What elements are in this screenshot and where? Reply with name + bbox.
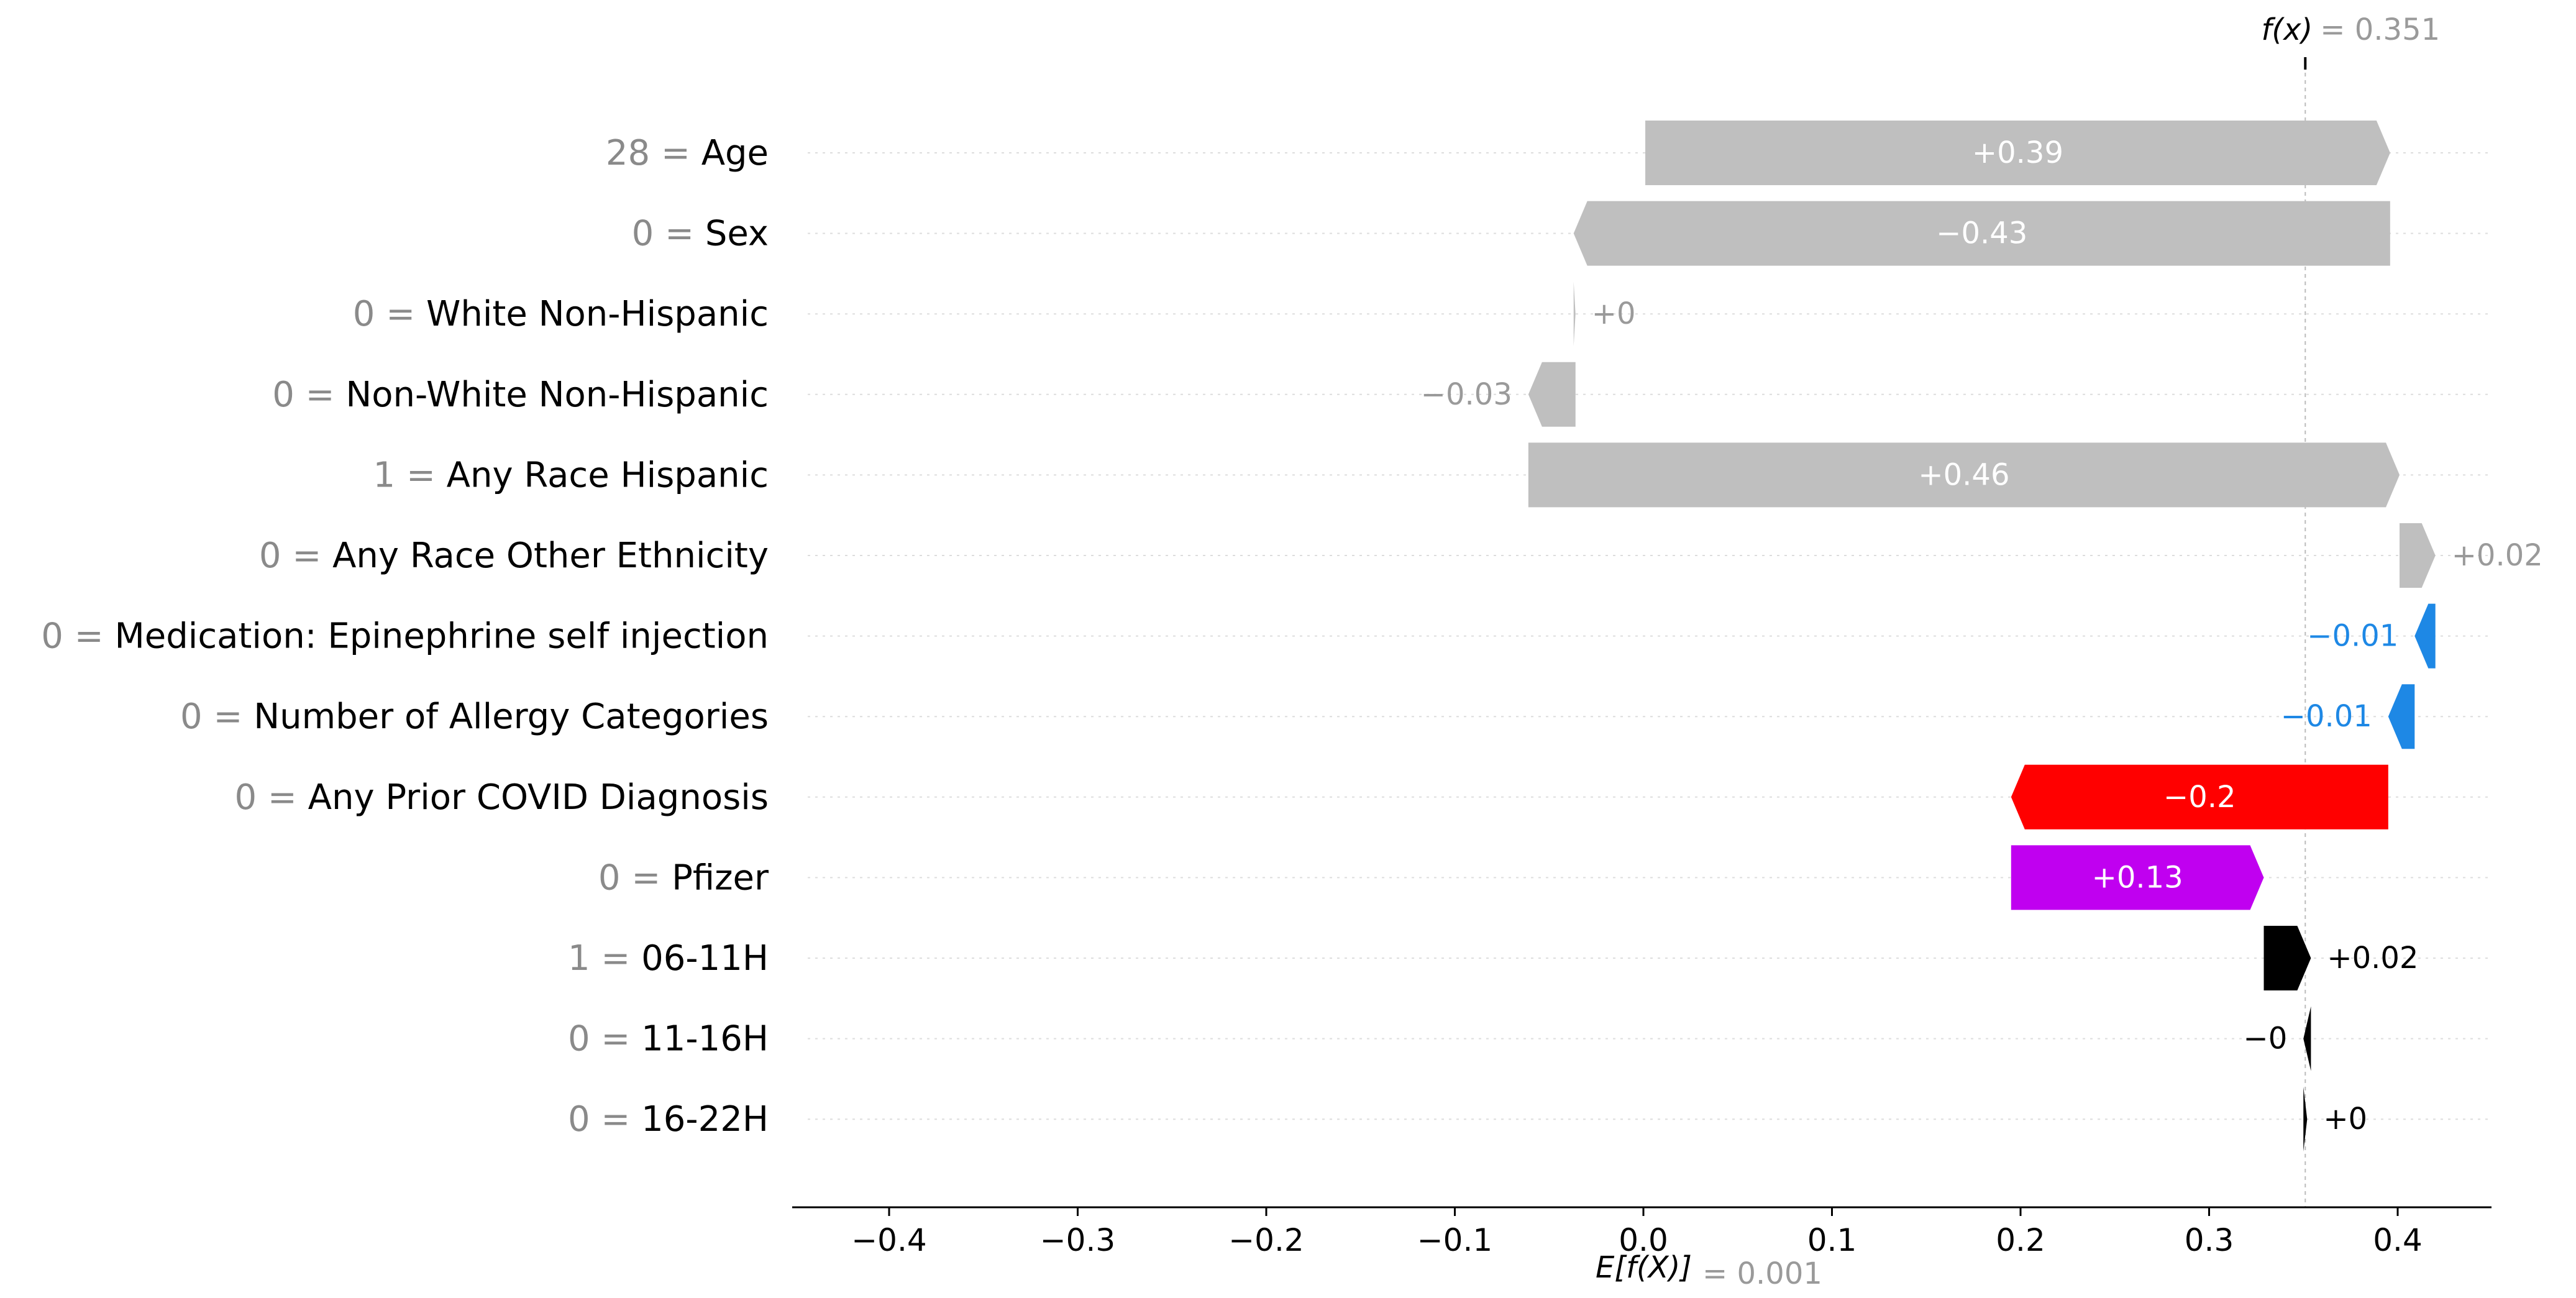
feature-equals: = bbox=[590, 1099, 642, 1140]
bar-11 bbox=[2263, 926, 2311, 990]
value-label-7: −0.01 bbox=[2307, 619, 2398, 654]
feature-equals: = bbox=[295, 374, 346, 414]
value-label-11: +0.02 bbox=[2327, 941, 2418, 976]
value-label-2: −0.43 bbox=[1936, 216, 2027, 251]
x-tick-label: 0.0 bbox=[1619, 1222, 1668, 1258]
feature-equals: = bbox=[257, 777, 308, 817]
value-label-13: +0 bbox=[2323, 1102, 2367, 1136]
feature-value: 0 bbox=[353, 294, 375, 334]
value-label-6: +0.02 bbox=[2452, 538, 2543, 573]
x-tick-label: 0.1 bbox=[1807, 1222, 1857, 1258]
value-label-8: −0.01 bbox=[2281, 699, 2372, 734]
feature-label-2: 0 = Sex bbox=[632, 213, 769, 254]
x-tick-label: 0.4 bbox=[2373, 1222, 2423, 1258]
feature-name: White Non-Hispanic bbox=[426, 294, 769, 334]
bars bbox=[1528, 121, 2436, 1152]
feature-label-10: 0 = Pfizer bbox=[598, 857, 769, 898]
bar-13 bbox=[2303, 1087, 2308, 1152]
bar-3 bbox=[1573, 281, 1576, 347]
x-tick-label: 0.2 bbox=[1996, 1222, 2045, 1258]
feature-label-11: 1 = 06-11H bbox=[568, 938, 769, 979]
feature-name: Medication: Epinephrine self injection bbox=[114, 616, 769, 656]
feature-label-13: 0 = 16-22H bbox=[568, 1099, 769, 1140]
bar-1 bbox=[1645, 121, 2390, 185]
value-label-5: +0.46 bbox=[1918, 457, 2009, 492]
feature-equals: = bbox=[395, 455, 447, 495]
feature-name: Pfizer bbox=[672, 857, 769, 898]
bar-8 bbox=[2388, 684, 2415, 749]
feature-name: Any Prior COVID Diagnosis bbox=[308, 777, 769, 817]
feature-label-9: 0 = Any Prior COVID Diagnosis bbox=[234, 777, 769, 817]
feature-name: Number of Allergy Categories bbox=[253, 697, 769, 737]
feature-name: Age bbox=[701, 133, 769, 173]
bar-9 bbox=[2011, 764, 2388, 830]
feature-name: Sex bbox=[705, 213, 769, 254]
feature-equals: = bbox=[590, 938, 642, 979]
x-axis: −0.4 −0.3 −0.2 −0.1 0.0 0.1 0.2 0.3 0.4 bbox=[792, 1206, 2492, 1258]
bar-6 bbox=[2400, 523, 2436, 588]
bar-2 bbox=[1573, 201, 2390, 266]
base-value-label: E[f(X)] bbox=[1596, 1250, 1692, 1285]
feature-name: 16-22H bbox=[641, 1099, 769, 1140]
final-value-label: f(x) bbox=[2262, 12, 2313, 47]
x-tick-label: −0.4 bbox=[851, 1222, 926, 1258]
x-tick-label: −0.3 bbox=[1040, 1222, 1115, 1258]
feature-value: 0 bbox=[272, 374, 295, 414]
value-label-12: −0 bbox=[2243, 1021, 2287, 1056]
feature-equals: = bbox=[281, 536, 333, 576]
feature-equals: = bbox=[621, 857, 672, 898]
feature-value: 0 bbox=[41, 616, 63, 656]
feature-equals: = bbox=[375, 294, 426, 334]
bar-7 bbox=[2414, 603, 2436, 669]
feature-value: 0 bbox=[632, 213, 654, 254]
grid-lines bbox=[808, 152, 2492, 1120]
feature-value: 28 bbox=[606, 133, 650, 173]
value-label-4: −0.03 bbox=[1421, 377, 1512, 412]
bar-4 bbox=[1528, 362, 1576, 427]
feature-value: 0 bbox=[234, 777, 257, 817]
feature-label-12: 0 = 11-16H bbox=[568, 1018, 769, 1059]
value-label-10: +0.13 bbox=[2092, 860, 2183, 895]
feature-equals: = bbox=[63, 616, 115, 656]
feature-label-5: 1 = Any Race Hispanic bbox=[373, 455, 769, 495]
feature-label-8: 0 = Number of Allergy Categories bbox=[180, 697, 769, 737]
bar-12 bbox=[2303, 1006, 2311, 1071]
bar-10 bbox=[2011, 845, 2264, 910]
bar-5 bbox=[1528, 442, 2400, 508]
feature-name: Non-White Non-Hispanic bbox=[345, 374, 769, 414]
feature-value: 0 bbox=[568, 1018, 590, 1059]
value-label-3: +0 bbox=[1592, 296, 1636, 331]
feature-equals: = bbox=[590, 1018, 642, 1059]
feature-value: 1 bbox=[568, 938, 590, 979]
feature-value: 0 bbox=[259, 536, 281, 576]
feature-label-6: 0 = Any Race Other Ethnicity bbox=[259, 536, 769, 576]
feature-equals: = bbox=[203, 697, 254, 737]
value-label-9: −0.2 bbox=[2163, 780, 2236, 815]
feature-equals: = bbox=[650, 133, 701, 173]
feature-labels: +0.39 28 = Age −0.43 0 = Sex +0 0 = White Non… bbox=[41, 133, 2543, 1140]
feature-name: 11-16H bbox=[641, 1018, 769, 1059]
feature-label-7: 0 = Medication: Epinephrine self injecti… bbox=[41, 616, 769, 656]
final-value-number: = 0.351 bbox=[2320, 12, 2440, 47]
feature-label-1: 28 = Age bbox=[606, 133, 769, 173]
feature-equals: = bbox=[654, 213, 705, 254]
feature-name: 06-11H bbox=[641, 938, 769, 979]
x-tick-label: 0.3 bbox=[2185, 1222, 2234, 1258]
feature-name: Any Race Other Ethnicity bbox=[332, 536, 769, 576]
feature-value: 1 bbox=[373, 455, 396, 495]
base-value-number: = 0.001 bbox=[1702, 1256, 1822, 1291]
feature-name: Any Race Hispanic bbox=[447, 455, 769, 495]
feature-value: 0 bbox=[598, 857, 621, 898]
feature-value: 0 bbox=[568, 1099, 590, 1140]
feature-label-3: 0 = White Non-Hispanic bbox=[353, 294, 769, 334]
value-label-1: +0.39 bbox=[1972, 135, 2063, 170]
x-tick-label: −0.2 bbox=[1228, 1222, 1304, 1258]
x-tick-label: −0.1 bbox=[1417, 1222, 1492, 1258]
feature-value: 0 bbox=[180, 697, 203, 737]
feature-label-4: 0 = Non-White Non-Hispanic bbox=[272, 374, 769, 414]
